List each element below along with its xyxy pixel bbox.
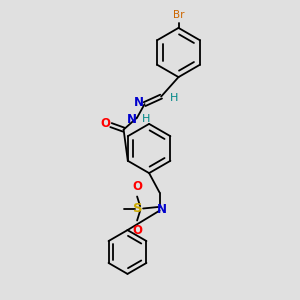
- Text: O: O: [132, 224, 142, 236]
- Text: O: O: [132, 181, 142, 194]
- Text: N: N: [127, 112, 137, 126]
- Text: H: H: [170, 93, 178, 103]
- Text: N: N: [134, 96, 144, 109]
- Text: Br: Br: [173, 11, 184, 20]
- Text: H: H: [142, 114, 150, 124]
- Text: N: N: [157, 203, 167, 216]
- Text: S: S: [133, 202, 142, 215]
- Text: O: O: [100, 117, 111, 130]
